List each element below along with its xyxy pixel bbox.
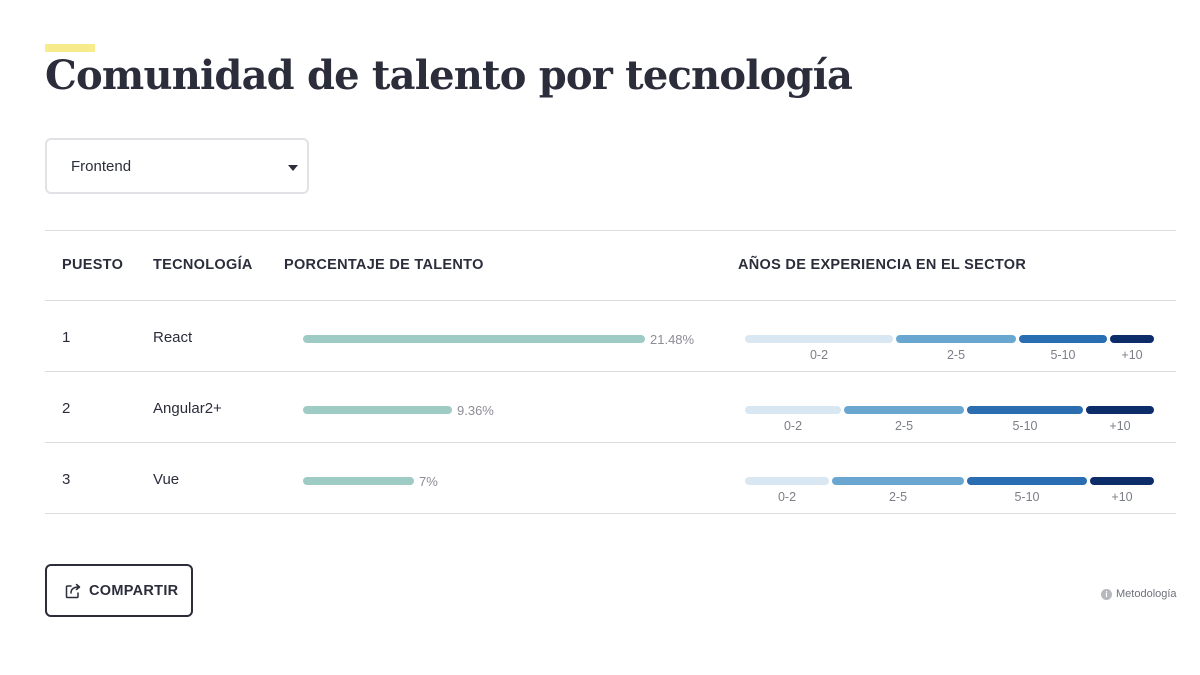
experience-segment [832, 477, 964, 485]
share-button[interactable]: COMPARTIR [45, 564, 193, 617]
header-divider [45, 300, 1176, 301]
technology-cell: Vue [153, 471, 180, 488]
experience-range-label: 2-5 [888, 490, 908, 504]
table-row: 3 Vue 7% 0-2 2-5 5-10 +10 [0, 443, 1200, 514]
experience-segment [745, 477, 829, 485]
experience-range-label: 2-5 [946, 348, 966, 362]
header-technology: TECNOLOGÍA [153, 257, 253, 273]
table-row: 2 Angular2+ 9.36% 0-2 2-5 5-10 +10 [0, 372, 1200, 443]
row-divider [45, 371, 1176, 372]
talent-bar [303, 406, 452, 414]
rank-cell: 3 [62, 471, 71, 488]
table-row: 1 React 21.48% 0-2 2-5 5-10 +10 [0, 301, 1200, 372]
experience-segment [967, 406, 1083, 414]
experience-segment [844, 406, 964, 414]
experience-range-label: +10 [1121, 348, 1143, 362]
technology-cell: React [153, 329, 193, 346]
talent-bar [303, 335, 645, 343]
header-talent: PORCENTAJE DE TALENTO [284, 257, 484, 273]
experience-range-label: 2-5 [894, 419, 914, 433]
experience-segment [1019, 335, 1107, 343]
experience-segment [1110, 335, 1154, 343]
experience-segment [745, 335, 893, 343]
category-select[interactable]: Frontend [45, 138, 309, 194]
experience-segment [1090, 477, 1154, 485]
experience-range-label: 5-10 [1050, 348, 1076, 362]
methodology-label: Metodología [1116, 588, 1177, 600]
rank-cell: 1 [62, 329, 71, 346]
header-rank: PUESTO [62, 257, 124, 273]
experience-segment [1086, 406, 1154, 414]
table-top-divider [45, 230, 1176, 231]
experience-range-label: 0-2 [783, 419, 803, 433]
share-icon [65, 583, 81, 599]
talent-percentage: 9.36% [457, 403, 494, 418]
experience-range-label: +10 [1111, 490, 1133, 504]
talent-percentage: 7% [419, 474, 438, 489]
experience-range-label: 0-2 [777, 490, 797, 504]
experience-segment [967, 477, 1087, 485]
title-accent-bar [45, 44, 95, 52]
talent-bar [303, 477, 414, 485]
experience-range-label: +10 [1109, 419, 1131, 433]
experience-segment [896, 335, 1016, 343]
page-title: Comunidad de talento por tecnología [45, 52, 853, 99]
category-select-value: Frontend [71, 158, 132, 175]
experience-range-label: 5-10 [1012, 419, 1038, 433]
rank-cell: 2 [62, 400, 71, 417]
row-divider [45, 513, 1176, 514]
header-experience: AÑOS DE EXPERIENCIA EN EL SECTOR [738, 257, 1027, 273]
talent-percentage: 21.48% [650, 332, 695, 347]
caret-down-icon [288, 165, 298, 171]
row-divider [45, 442, 1176, 443]
experience-range-label: 0-2 [809, 348, 829, 362]
experience-segment [745, 406, 841, 414]
share-button-label: COMPARTIR [89, 583, 179, 599]
info-icon: i [1101, 589, 1112, 600]
technology-cell: Angular2+ [153, 400, 222, 417]
experience-range-label: 5-10 [1014, 490, 1040, 504]
